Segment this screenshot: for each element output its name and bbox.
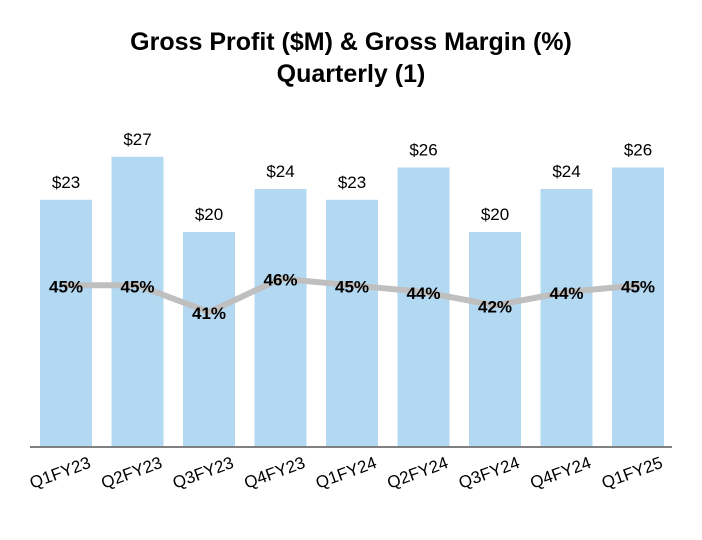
- bar-q1fy25: [612, 167, 664, 447]
- margin-value-label: 45%: [621, 277, 655, 296]
- category-label: Q4FY24: [528, 453, 594, 493]
- bar-value-label: $26: [624, 141, 652, 160]
- bar-q2fy23: [111, 156, 164, 447]
- bar-value-label: $24: [552, 162, 580, 181]
- margin-value-label: 41%: [192, 304, 226, 323]
- bar-q4fy23: [254, 189, 307, 447]
- category-label: Q2FY23: [99, 453, 165, 493]
- gross-margin-line: [63, 275, 641, 316]
- bar-q1fy24: [326, 199, 378, 447]
- bar-q2fy24: [397, 167, 450, 447]
- category-label: Q3FY23: [170, 453, 236, 493]
- chart-subtitle: Quarterly (1): [276, 60, 426, 88]
- margin-value-label: 44%: [549, 284, 583, 303]
- category-label: Q1FY25: [599, 453, 665, 493]
- category-label: Q1FY24: [313, 453, 379, 493]
- margin-value-label: 46%: [263, 271, 297, 290]
- bar-value-label: $24: [266, 162, 294, 181]
- bar-q4fy24: [540, 189, 593, 447]
- bar-value-label: $26: [409, 141, 437, 160]
- margin-value-label: 45%: [49, 277, 83, 296]
- chart-title-block: Gross Profit ($M) & Gross Margin (%) Qua…: [0, 26, 702, 90]
- bar-q3fy23: [183, 232, 235, 447]
- margin-value-label: 45%: [120, 277, 154, 296]
- margin-value-label: 44%: [406, 284, 440, 303]
- bar-value-label: $23: [338, 173, 366, 192]
- bars-layer: [30, 156, 672, 448]
- chart-title: Gross Profit ($M) & Gross Margin (%): [130, 28, 572, 56]
- bar-value-label: $20: [195, 205, 223, 224]
- bar-value-label: $27: [123, 130, 151, 149]
- bar-q3fy24: [469, 232, 521, 447]
- category-label: Q3FY24: [456, 453, 522, 493]
- bar-value-label: $20: [481, 205, 509, 224]
- category-label: Q4FY23: [242, 453, 308, 493]
- bar-value-label: $23: [52, 173, 80, 192]
- category-label: Q1FY23: [27, 453, 93, 493]
- bar-q1fy23: [40, 199, 92, 447]
- margin-line-layer: [63, 275, 641, 316]
- category-label: Q2FY24: [385, 453, 451, 493]
- margin-value-label: 42%: [478, 297, 512, 316]
- margin-value-label: 45%: [335, 277, 369, 296]
